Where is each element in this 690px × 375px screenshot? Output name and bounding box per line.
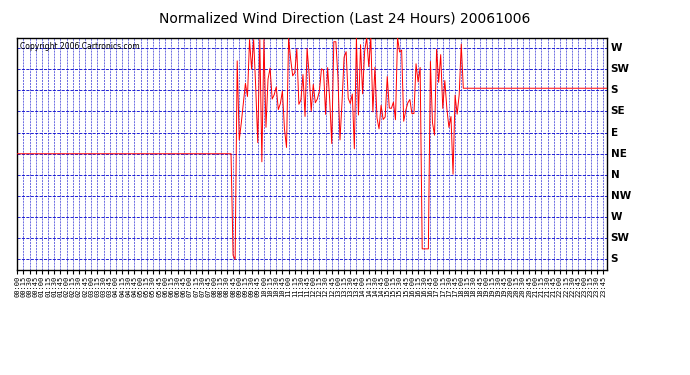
Text: W: W	[611, 212, 622, 222]
Text: W: W	[611, 43, 622, 53]
Text: NW: NW	[611, 191, 631, 201]
Text: SW: SW	[611, 233, 630, 243]
Text: Normalized Wind Direction (Last 24 Hours) 20061006: Normalized Wind Direction (Last 24 Hours…	[159, 11, 531, 25]
Text: S: S	[611, 254, 618, 264]
Text: SW: SW	[611, 64, 630, 74]
Text: SE: SE	[611, 106, 625, 117]
Text: E: E	[611, 128, 618, 138]
Text: NE: NE	[611, 149, 627, 159]
Text: N: N	[611, 170, 620, 180]
Text: Copyright 2006 Cartronics.com: Copyright 2006 Cartronics.com	[20, 42, 140, 51]
Text: S: S	[611, 86, 618, 95]
